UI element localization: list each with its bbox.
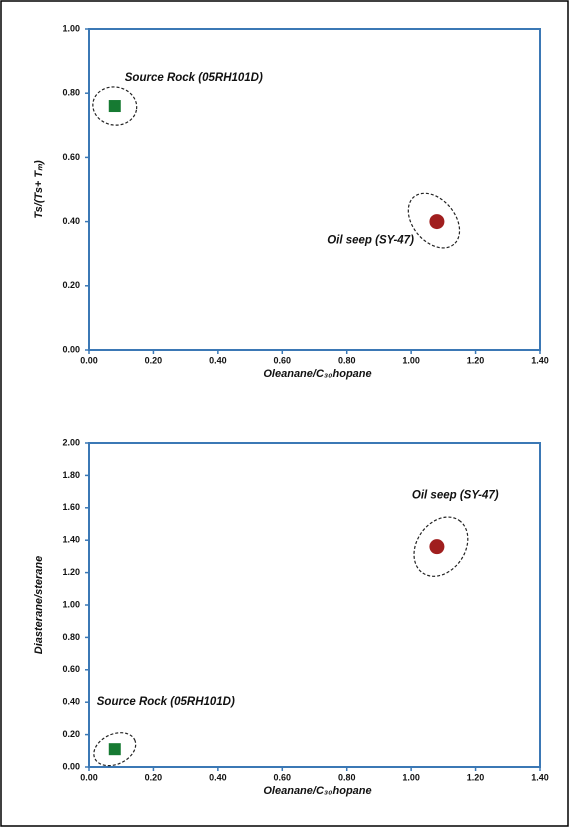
y-tick-label: 0.40 — [62, 216, 80, 226]
y-tick-label: 0.80 — [62, 88, 80, 98]
x-tick-label: 0.80 — [338, 355, 356, 365]
x-tick-label: 0.00 — [80, 355, 98, 365]
y-axis-label: Diasterane/sterane — [33, 556, 45, 654]
x-tick-label: 0.60 — [274, 355, 292, 365]
point — [108, 743, 121, 756]
x-tick-label: 0.20 — [145, 355, 163, 365]
y-tick-label: 0.00 — [62, 761, 80, 771]
y-tick-label: 1.80 — [62, 470, 80, 480]
point-label: Oil seep (SY-47) — [412, 490, 499, 502]
x-tick-label: 0.60 — [274, 772, 292, 782]
point — [108, 100, 121, 113]
point-label: Oil seep (SY-47) — [327, 235, 414, 247]
x-tick-label: 1.40 — [531, 355, 549, 365]
y-tick-label: 0.60 — [62, 664, 80, 674]
y-tick-label: 1.40 — [62, 535, 80, 545]
outline — [407, 192, 461, 249]
outline — [92, 86, 138, 126]
x-tick-label: 0.40 — [209, 355, 227, 365]
x-tick-label: 1.00 — [402, 355, 420, 365]
x-tick-label: 1.00 — [402, 772, 420, 782]
y-tick-label: 1.00 — [62, 599, 80, 609]
x-tick-label: 1.20 — [467, 772, 485, 782]
y-tick-label: 1.20 — [62, 567, 80, 577]
y-axis-label: Ts/(Ts+ Tₘ) — [33, 160, 45, 219]
plot-area — [88, 28, 541, 351]
x-tick-label: 0.40 — [209, 772, 227, 782]
x-tick-label: 1.20 — [467, 355, 485, 365]
y-tick-label: 0.20 — [62, 280, 80, 290]
y-tick-label: 0.80 — [62, 632, 80, 642]
x-tick-label: 0.00 — [80, 772, 98, 782]
x-tick-label: 1.40 — [531, 772, 549, 782]
x-axis-label: Oleanane/C₃₀hopane — [263, 785, 371, 797]
outline — [413, 516, 469, 577]
x-tick-label: 0.80 — [338, 772, 356, 782]
point — [429, 214, 445, 230]
y-tick-label: 0.00 — [62, 344, 80, 354]
point-label: Source Rock (05RH101D) — [125, 72, 263, 84]
x-tick-label: 0.20 — [145, 772, 163, 782]
y-tick-label: 0.60 — [62, 152, 80, 162]
x-axis-label: Oleanane/C₃₀hopane — [263, 368, 371, 380]
y-tick-label: 1.60 — [62, 502, 80, 512]
y-tick-label: 2.00 — [62, 437, 80, 447]
y-tick-label: 0.20 — [62, 729, 80, 739]
point — [429, 539, 445, 555]
point-label: Source Rock (05RH101D) — [97, 696, 235, 708]
y-tick-label: 0.40 — [62, 697, 80, 707]
outline — [93, 732, 137, 767]
y-tick-label: 1.00 — [62, 23, 80, 33]
